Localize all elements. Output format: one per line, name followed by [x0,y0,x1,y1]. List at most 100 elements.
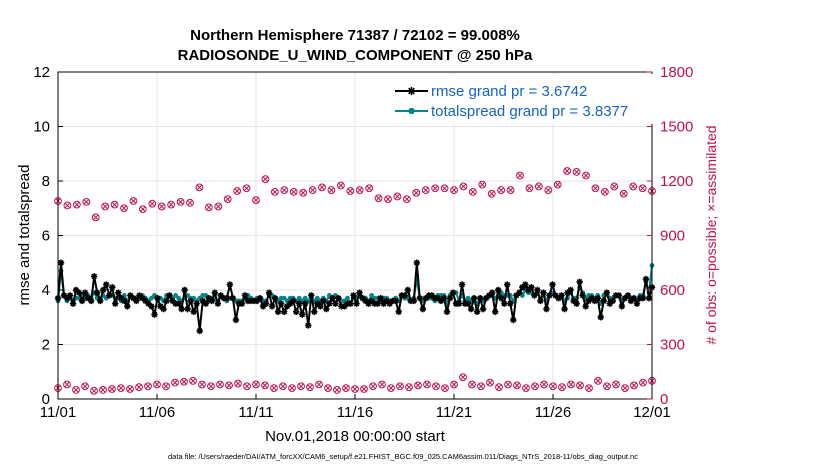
obs-possible-marker [478,180,487,189]
obs-assimilated-marker [168,201,175,208]
rmse-marker [413,259,421,266]
rmse-marker [115,289,122,296]
obs-possible-marker [261,175,270,184]
rmse-marker [78,297,86,305]
obs-possible-marker [384,195,392,204]
rmse-marker [597,314,604,321]
obs-possible-marker [506,186,515,194]
obs-possible-marker [126,385,134,393]
obs-possible-marker [148,199,157,208]
obs-possible-marker [365,184,374,193]
rmse-marker [470,294,478,302]
obs-assimilated-marker [526,185,533,192]
rmse-marker [193,300,200,307]
rmse-marker [184,305,191,313]
rmse-marker [196,327,203,335]
obs-possible-marker [355,186,364,194]
obs-possible-marker [108,385,116,393]
obs-possible-marker [110,200,119,209]
rmse-marker [57,259,65,266]
obs-assimilated-marker [366,185,373,192]
legend-spread-label: totalspread grand pr = 3.8377 [431,103,628,120]
obs-assimilated-marker [469,381,475,388]
obs-possible-marker [270,384,278,393]
obs-possible-marker [563,167,572,175]
x-tick-label: 11/11 [238,404,273,421]
rmse-marker [121,297,128,305]
obs-assimilated-marker [163,383,169,390]
obs-possible-marker [576,381,584,390]
obs-possible-marker [432,382,440,391]
obs-possible-marker [198,380,206,389]
rmse-marker [537,297,544,305]
rmse-marker [558,292,565,299]
rmse-marker [404,286,411,294]
obs-assimilated-marker [130,198,137,204]
obs-assimilated-marker [337,182,344,189]
obs-possible-marker [138,205,147,214]
obs-possible-marker [308,186,317,194]
obs-possible-marker [610,182,619,191]
rmse-marker [488,289,496,296]
obs-assimilated-marker [262,176,269,183]
obs-assimilated-marker [413,189,420,196]
obs-possible-marker [387,384,395,393]
obs-possible-marker [513,381,521,390]
rmse-marker [320,297,327,305]
obs-assimilated-marker [271,385,277,392]
obs-assimilated-marker [469,188,476,195]
obs-assimilated-marker [307,384,313,391]
obs-possible-marker [525,184,534,193]
obs-assimilated-marker [595,377,601,384]
rmse-marker [277,300,285,307]
obs-possible-marker [176,197,185,206]
rmse-marker [112,300,119,307]
obs-possible-marker [450,186,458,194]
obs-possible-marker [234,379,242,388]
chart-subtitle: RADIOSONDE_U_WIND_COMPONENT @ 250 hPa [178,47,533,64]
obs-possible-marker [534,182,543,191]
rmse-marker [582,303,589,310]
obs-possible-marker [189,376,197,385]
rmse-marker [241,292,249,299]
obs-possible-marker [129,197,138,205]
obs-assimilated-marker [573,168,580,175]
rmse-marker [229,294,237,302]
obs-assimilated-marker [442,385,448,392]
rmse-marker [293,308,300,315]
obs-possible-marker [81,382,89,391]
rmse-marker [495,286,502,294]
rmse-marker [516,289,523,296]
rmse-marker [609,297,617,305]
obs-assimilated-marker [309,187,316,194]
rmse-marker [458,281,466,288]
obs-possible-marker [594,376,602,385]
obs-possible-marker [440,184,449,193]
rmse-marker [455,300,463,307]
obs-assimilated-marker [73,201,80,208]
obs-assimilated-marker [271,188,278,195]
obs-possible-marker [153,380,161,389]
obs-assimilated-marker [424,381,430,388]
obs-possible-marker [214,202,223,211]
obs-possible-marker [468,188,477,196]
obs-assimilated-marker [83,198,90,205]
rmse-marker [377,294,384,302]
obs-assimilated-marker [199,381,205,388]
rmse-marker [329,294,336,302]
obs-possible-marker [289,188,298,196]
obs-possible-marker [63,201,72,210]
obs-assimilated-marker [451,381,457,388]
rmse-marker [504,281,511,288]
y-tick-label: 4 [42,282,50,299]
obs-assimilated-marker [281,187,288,194]
obs-assimilated-marker [385,196,391,203]
obs-assimilated-marker [158,203,165,210]
obs-assimilated-marker [181,378,187,385]
legend-rmse-star [407,87,416,95]
obs-assimilated-marker [290,188,297,195]
obs-assimilated-marker [441,185,448,192]
obs-possible-marker [393,192,402,201]
obs-assimilated-marker [388,385,394,392]
obs-assimilated-marker [592,185,599,192]
